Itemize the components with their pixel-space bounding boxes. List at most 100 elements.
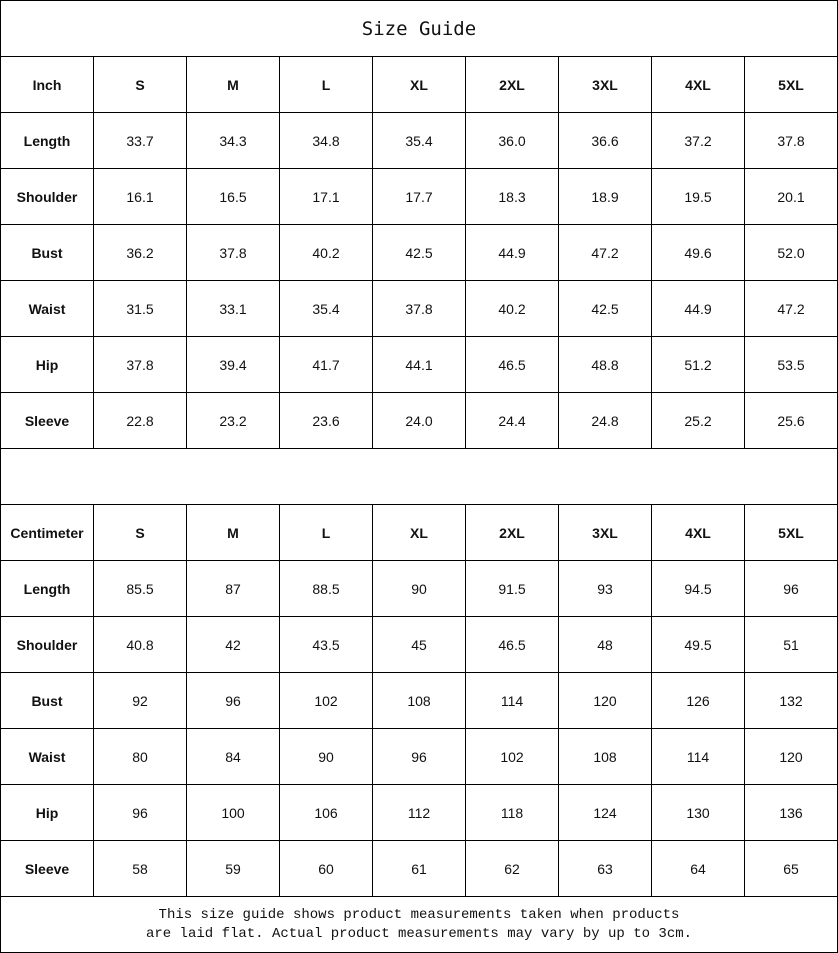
measurement-cell: 48: [558, 616, 652, 673]
measurement-cell: 16.5: [186, 168, 280, 225]
measurement-cell: 20.1: [744, 168, 838, 225]
measurement-cell: 33.7: [93, 112, 187, 169]
measurement-cell: 39.4: [186, 336, 280, 393]
size-header: L: [279, 56, 373, 113]
measurement-cell: 36.2: [93, 224, 187, 281]
measurement-cell: 88.5: [279, 560, 373, 617]
spacer-row: [0, 448, 838, 505]
unit-header: Centimeter: [0, 504, 94, 561]
table-row: Length 85.5 87 88.5 90 91.5 93 94.5 96: [0, 560, 838, 617]
footnote-line: This size guide shows product measuremen…: [158, 906, 680, 923]
size-header: 5XL: [744, 504, 838, 561]
measurement-cell: 85.5: [93, 560, 187, 617]
header-row: Inch S M L XL 2XL 3XL 4XL 5XL: [0, 56, 838, 113]
measurement-cell: 61: [372, 840, 466, 897]
measurement-cell: 52.0: [744, 224, 838, 281]
measurement-cell: 46.5: [465, 616, 559, 673]
row-label: Shoulder: [0, 168, 94, 225]
measurement-cell: 33.1: [186, 280, 280, 337]
measurement-cell: 46.5: [465, 336, 559, 393]
measurement-cell: 106: [279, 784, 373, 841]
row-label: Bust: [0, 672, 94, 729]
footnote-line: are laid flat. Actual product measuremen…: [145, 925, 693, 942]
measurement-cell: 126: [651, 672, 745, 729]
measurement-cell: 42.5: [372, 224, 466, 281]
measurement-cell: 112: [372, 784, 466, 841]
note-row: This size guide shows product measuremen…: [0, 896, 838, 953]
measurement-cell: 36.0: [465, 112, 559, 169]
measurement-cell: 130: [651, 784, 745, 841]
measurement-cell: 49.6: [651, 224, 745, 281]
measurement-cell: 114: [651, 728, 745, 785]
measurement-cell: 92: [93, 672, 187, 729]
row-label: Waist: [0, 280, 94, 337]
row-label: Shoulder: [0, 616, 94, 673]
measurement-cell: 65: [744, 840, 838, 897]
measurement-cell: 87: [186, 560, 280, 617]
size-header: 4XL: [651, 504, 745, 561]
row-label: Bust: [0, 224, 94, 281]
measurement-cell: 37.8: [744, 112, 838, 169]
measurement-cell: 94.5: [651, 560, 745, 617]
measurement-cell: 96: [372, 728, 466, 785]
measurement-cell: 108: [558, 728, 652, 785]
measurement-cell: 120: [558, 672, 652, 729]
measurement-cell: 44.9: [651, 280, 745, 337]
measurement-cell: 40.2: [465, 280, 559, 337]
measurement-cell: 17.7: [372, 168, 466, 225]
table-row: Waist 31.5 33.1 35.4 37.8 40.2 42.5 44.9 47.2: [0, 280, 838, 337]
table-row: Sleeve 22.8 23.2 23.6 24.0 24.4 24.8 25.2 25.6: [0, 392, 838, 449]
table-row: Hip 37.8 39.4 41.7 44.1 46.5 48.8 51.2 53.5: [0, 336, 838, 393]
table-row: Shoulder 16.1 16.5 17.1 17.7 18.3 18.9 19.5 20.1: [0, 168, 838, 225]
measurement-cell: 93: [558, 560, 652, 617]
measurement-cell: 124: [558, 784, 652, 841]
measurement-cell: 100: [186, 784, 280, 841]
measurement-cell: 47.2: [558, 224, 652, 281]
title-row: Size Guide: [0, 0, 838, 57]
measurement-cell: 24.0: [372, 392, 466, 449]
size-header: 3XL: [558, 504, 652, 561]
measurement-cell: 90: [372, 560, 466, 617]
size-header: S: [93, 56, 187, 113]
header-row: Centimeter S M L XL 2XL 3XL 4XL 5XL: [0, 504, 838, 561]
measurement-cell: 31.5: [93, 280, 187, 337]
measurement-cell: 25.6: [744, 392, 838, 449]
size-header: 4XL: [651, 56, 745, 113]
table-row: Bust 36.2 37.8 40.2 42.5 44.9 47.2 49.6 52.0: [0, 224, 838, 281]
measurement-cell: 37.8: [93, 336, 187, 393]
table-row: Shoulder 40.8 42 43.5 45 46.5 48 49.5 51: [0, 616, 838, 673]
measurement-cell: 136: [744, 784, 838, 841]
measurement-cell: 132: [744, 672, 838, 729]
measurement-cell: 51.2: [651, 336, 745, 393]
measurement-cell: 60: [279, 840, 373, 897]
measurement-cell: 43.5: [279, 616, 373, 673]
measurement-cell: 40.2: [279, 224, 373, 281]
measurement-cell: 90: [279, 728, 373, 785]
row-label: Length: [0, 112, 94, 169]
size-header: S: [93, 504, 187, 561]
measurement-cell: 47.2: [744, 280, 838, 337]
measurement-cell: 34.3: [186, 112, 280, 169]
measurement-cell: 37.8: [372, 280, 466, 337]
measurement-cell: 118: [465, 784, 559, 841]
measurement-cell: 24.8: [558, 392, 652, 449]
measurement-cell: 108: [372, 672, 466, 729]
measurement-cell: 96: [744, 560, 838, 617]
table-row: Sleeve 58 59 60 61 62 63 64 65: [0, 840, 838, 897]
table-row: Length 33.7 34.3 34.8 35.4 36.0 36.6 37.2 37.8: [0, 112, 838, 169]
measurement-cell: 48.8: [558, 336, 652, 393]
row-label: Sleeve: [0, 392, 94, 449]
measurement-cell: 120: [744, 728, 838, 785]
size-header: 2XL: [465, 504, 559, 561]
footnote: This size guide shows product measuremen…: [0, 896, 838, 953]
measurement-cell: 19.5: [651, 168, 745, 225]
spacer-cell: [0, 448, 838, 505]
measurement-cell: 35.4: [279, 280, 373, 337]
measurement-cell: 23.2: [186, 392, 280, 449]
measurement-cell: 16.1: [93, 168, 187, 225]
size-header: XL: [372, 504, 466, 561]
measurement-cell: 24.4: [465, 392, 559, 449]
size-header: M: [186, 56, 280, 113]
measurement-cell: 114: [465, 672, 559, 729]
